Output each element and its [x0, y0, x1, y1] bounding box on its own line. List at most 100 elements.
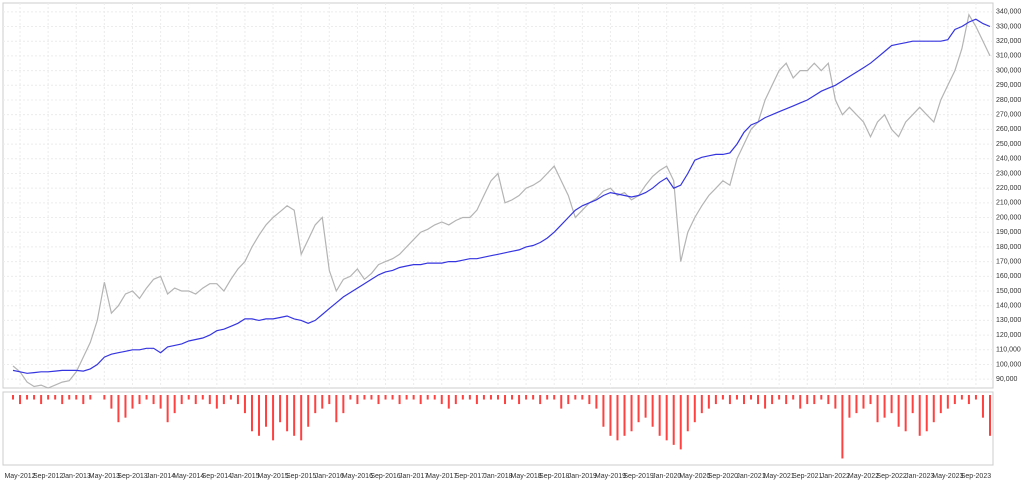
drawdown-bar — [180, 395, 183, 405]
drawdown-bar — [117, 395, 120, 423]
drawdown-bar — [236, 395, 239, 405]
drawdown-bar — [721, 395, 724, 400]
drawdown-bar — [26, 395, 29, 400]
drawdown-bar — [588, 395, 591, 405]
drawdown-bar — [349, 395, 352, 400]
drawdown-bar — [447, 395, 450, 409]
drawdown-bar — [145, 395, 148, 400]
x-tick-label: Sep-2014 — [202, 473, 232, 480]
x-tick-label: May-2018 — [511, 473, 542, 480]
drawdown-bar — [539, 395, 542, 405]
drawdown-bar — [314, 395, 317, 414]
drawdown-bar — [848, 395, 851, 418]
drawdown-bar — [883, 395, 886, 418]
drawdown-bar — [806, 395, 809, 405]
drawdown-bar — [272, 395, 275, 441]
drawdown-bar — [363, 395, 366, 400]
drawdown-bar — [433, 395, 436, 400]
drawdown-bar — [342, 395, 345, 414]
y-tick-label: 220,000 — [996, 185, 1021, 192]
drawdown-bar — [138, 395, 141, 405]
drawdown-bar — [532, 395, 535, 400]
x-tick-label: Sep-2021 — [792, 473, 822, 480]
y-tick-label: 260,000 — [996, 126, 1021, 133]
drawdown-bar — [103, 395, 106, 400]
drawdown-bar — [426, 395, 429, 400]
drawdown-bar — [250, 395, 253, 432]
drawdown-bar — [869, 395, 872, 405]
drawdown-bar — [560, 395, 563, 409]
y-tick-label: 280,000 — [996, 97, 1021, 104]
y-tick-label: 160,000 — [996, 273, 1021, 280]
x-tick-label: Jan-2018 — [483, 473, 512, 480]
drawdown-bar — [778, 395, 781, 400]
drawdown-bar — [468, 395, 471, 400]
x-tick-label: Sep-2019 — [623, 473, 653, 480]
drawdown-bar — [771, 395, 774, 405]
drawdown-bar — [504, 395, 507, 405]
x-tick-label: Jan-2022 — [821, 473, 850, 480]
drawdown-bar — [630, 395, 633, 432]
x-tick-label: May-2023 — [932, 473, 963, 480]
x-tick-label: Jan-2015 — [230, 473, 259, 480]
x-tick-label: May-2022 — [848, 473, 879, 480]
drawdown-bar — [623, 395, 626, 436]
drawdown-bar — [546, 395, 549, 400]
y-tick-label: 240,000 — [996, 156, 1021, 163]
x-tick-label: Sep-2020 — [708, 473, 738, 480]
drawdown-bar — [813, 395, 816, 405]
drawdown-bar — [602, 395, 605, 427]
drawdown-bar — [890, 395, 893, 414]
drawdown-bar — [398, 395, 401, 405]
y-tick-label: 270,000 — [996, 112, 1021, 119]
drawdown-bar — [335, 395, 338, 423]
drawdown-bar — [841, 395, 844, 459]
drawdown-bar — [637, 395, 640, 423]
drawdown-bar — [173, 395, 176, 414]
drawdown-bar — [911, 395, 914, 414]
drawdown-bar — [707, 395, 710, 409]
x-tick-label: May-2020 — [679, 473, 710, 480]
drawdown-bar — [391, 395, 394, 400]
y-tick-label: 250,000 — [996, 141, 1021, 148]
drawdown-bar — [419, 395, 422, 405]
drawdown-bar — [742, 395, 745, 405]
x-tick-label: May-2019 — [595, 473, 626, 480]
drawdown-bar — [651, 395, 654, 427]
drawdown-bar — [377, 395, 380, 405]
drawdown-bar — [194, 395, 197, 405]
drawdown-bar — [152, 395, 155, 405]
drawdown-bar — [960, 395, 963, 400]
x-tick-label: Sep-2022 — [876, 473, 906, 480]
drawdown-bar — [595, 395, 598, 409]
x-tick-label: Sep-2017 — [455, 473, 485, 480]
drawdown-bar — [672, 395, 675, 445]
y-tick-label: 100,000 — [996, 361, 1021, 368]
drawdown-bar — [750, 395, 753, 400]
drawdown-bar — [792, 395, 795, 400]
drawdown-bar — [511, 395, 514, 400]
drawdown-bar — [19, 395, 22, 405]
drawdown-bar — [609, 395, 612, 436]
drawdown-bar — [215, 395, 218, 409]
drawdown-bar — [581, 395, 584, 400]
drawdown-bar — [567, 395, 570, 405]
drawdown-bar — [876, 395, 879, 423]
drawdown-bar — [229, 395, 232, 400]
series-line — [12, 18, 991, 374]
y-tick-label: 230,000 — [996, 170, 1021, 177]
drawdown-bar — [54, 395, 57, 400]
y-tick-label: 320,000 — [996, 38, 1021, 45]
y-tick-label: 340,000 — [996, 9, 1021, 16]
drawdown-bar — [658, 395, 661, 436]
drawdown-bar — [974, 395, 977, 400]
drawdown-bar — [131, 395, 134, 409]
drawdown-bar — [243, 395, 246, 414]
y-tick-label: 300,000 — [996, 67, 1021, 74]
x-tick-label: Jan-2017 — [399, 473, 428, 480]
x-tick-label: Jan-2020 — [652, 473, 681, 480]
y-tick-label: 170,000 — [996, 258, 1021, 265]
drawdown-bar — [946, 395, 949, 409]
y-tick-label: 210,000 — [996, 200, 1021, 207]
